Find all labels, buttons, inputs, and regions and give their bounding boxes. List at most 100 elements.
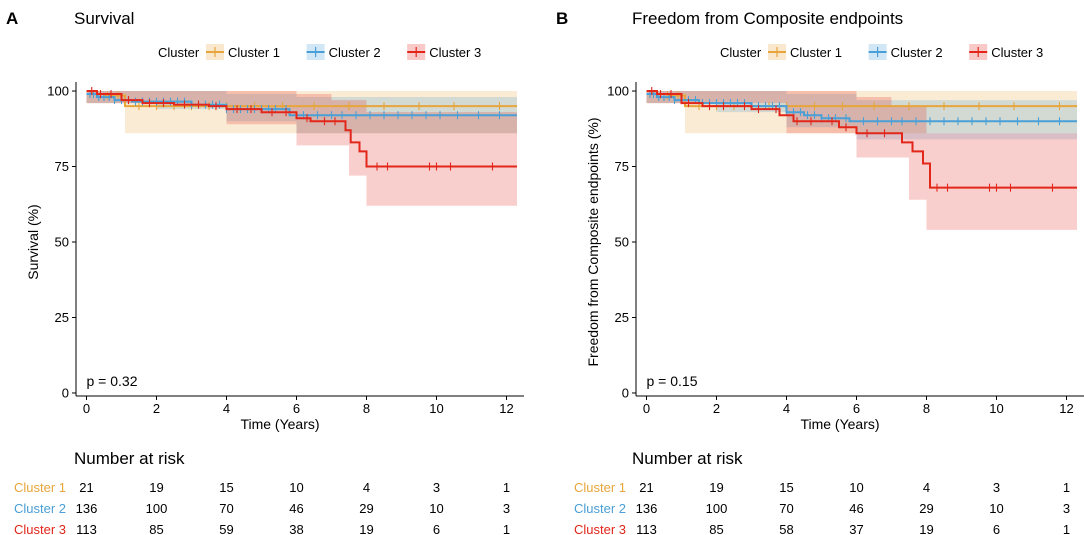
ci-band-cluster-1: [86, 91, 517, 134]
x-tick-label: 4: [783, 401, 790, 416]
risk-count: 70: [779, 501, 793, 516]
x-tick-label: 6: [853, 401, 860, 416]
x-tick-label: 12: [1059, 401, 1073, 416]
risk-table: Number at risk Cluster 1 21 19 15 10 4 3 1 Cluste…: [14, 449, 510, 535]
legend-title: Cluster: [720, 45, 762, 60]
risk-row-label: Cluster 1: [14, 480, 66, 495]
risk-count: 1: [1063, 480, 1070, 495]
ci-band-cluster-2: [86, 91, 517, 134]
risk-row-label: Cluster 1: [574, 480, 626, 495]
risk-count: 58: [779, 522, 793, 535]
panel-b: B Freedom from Composite endpoints Cluster…: [556, 9, 1084, 535]
p-value: p = 0.32: [87, 373, 138, 389]
risk-table: Number at risk Cluster 1 21 19 15 10 4 3 1 Cluste…: [574, 449, 1070, 535]
risk-row-label: Cluster 3: [14, 522, 66, 535]
x-tick-label: 8: [363, 401, 370, 416]
risk-count: 15: [219, 480, 233, 495]
legend-entry-cluster-1: Cluster 1: [206, 44, 280, 60]
risk-count: 21: [79, 480, 93, 495]
risk-count: 10: [849, 480, 863, 495]
risk-count: 38: [289, 522, 303, 535]
legend-entry-cluster-3: Cluster 3: [969, 44, 1043, 60]
x-axis-label: Time (Years): [800, 416, 879, 432]
risk-count: 46: [289, 501, 303, 516]
legend-label: Cluster 2: [891, 45, 943, 60]
legend-label: Cluster 1: [228, 45, 280, 60]
panel-letter: A: [6, 9, 18, 28]
risk-count: 4: [363, 480, 370, 495]
risk-count: 29: [359, 501, 373, 516]
risk-count: 15: [779, 480, 793, 495]
y-tick-label: 25: [55, 310, 69, 325]
x-tick-label: 8: [923, 401, 930, 416]
km-curve-cluster-2: [86, 93, 517, 117]
axes: 0 2 4 6 8 10 12 0 25 50 75 100 Time (Years) Freedom f…: [585, 82, 1084, 432]
legend-entry-cluster-2: Cluster 2: [868, 44, 943, 60]
risk-count: 85: [149, 522, 163, 535]
x-tick-label: 12: [499, 401, 513, 416]
risk-row-label: Cluster 2: [574, 501, 626, 516]
risk-count: 29: [919, 501, 933, 516]
risk-count: 1: [503, 480, 510, 495]
risk-count: 6: [433, 522, 440, 535]
legend-title: Cluster: [158, 45, 200, 60]
y-tick-label: 0: [62, 385, 69, 400]
risk-count: 19: [149, 480, 163, 495]
censor-marks-cluster-3: [91, 87, 494, 171]
y-tick-label: 75: [55, 159, 69, 174]
risk-count: 3: [993, 480, 1000, 495]
risk-count: 46: [849, 501, 863, 516]
risk-count: 85: [709, 522, 723, 535]
y-axis-label: Survival (%): [25, 204, 41, 279]
risk-count: 4: [923, 480, 930, 495]
risk-count: 1: [503, 522, 510, 535]
risk-count: 70: [219, 501, 233, 516]
y-axis-label: Freedom from Composite endpoints (%): [585, 118, 601, 367]
x-tick-label: 6: [293, 401, 300, 416]
chart-title: Freedom from Composite endpoints: [632, 9, 903, 28]
risk-count: 59: [219, 522, 233, 535]
risk-count: 10: [289, 480, 303, 495]
km-curve-cluster-2: [646, 93, 1077, 123]
risk-table-title: Number at risk: [74, 449, 185, 468]
risk-count: 100: [706, 501, 728, 516]
y-tick-label: 25: [615, 310, 629, 325]
p-value: p = 0.15: [647, 373, 698, 389]
legend-entry-cluster-2: Cluster 2: [306, 44, 381, 60]
risk-count: 10: [989, 501, 1003, 516]
x-tick-label: 2: [713, 401, 720, 416]
risk-count: 19: [709, 480, 723, 495]
km-curve-cluster-3: [86, 90, 517, 168]
chart-title: Survival: [74, 9, 134, 28]
risk-count: 1: [1063, 522, 1070, 535]
y-tick-label: 75: [615, 159, 629, 174]
x-tick-label: 0: [643, 401, 650, 416]
ci-band-cluster-1: [646, 91, 1077, 134]
risk-count: 3: [433, 480, 440, 495]
risk-count: 136: [76, 501, 98, 516]
axes: 0 2 4 6 8 10 12 0 25 50 75 100 Time (Years) Survival …: [25, 82, 524, 432]
risk-count: 37: [849, 522, 863, 535]
legend-entry-cluster-3: Cluster 3: [407, 44, 481, 60]
y-tick-label: 50: [615, 235, 629, 250]
x-tick-label: 10: [989, 401, 1003, 416]
y-tick-label: 100: [607, 84, 629, 99]
ci-band-cluster-2: [646, 91, 1077, 140]
panel-a: A Survival Cluster Cluster 1 Cluster 2 Cluste…: [6, 9, 524, 535]
risk-count: 19: [919, 522, 933, 535]
risk-row-label: Cluster 2: [14, 501, 66, 516]
x-tick-label: 2: [153, 401, 160, 416]
x-axis-label: Time (Years): [240, 416, 319, 432]
risk-count: 6: [993, 522, 1000, 535]
x-tick-label: 10: [429, 401, 443, 416]
risk-count: 100: [146, 501, 168, 516]
risk-count: 10: [429, 501, 443, 516]
legend-label: Cluster 3: [991, 45, 1043, 60]
risk-table-title: Number at risk: [632, 449, 743, 468]
risk-count: 19: [359, 522, 373, 535]
legend-entry-cluster-1: Cluster 1: [768, 44, 842, 60]
x-tick-label: 4: [223, 401, 230, 416]
censor-marks-cluster-3: [651, 87, 1054, 192]
risk-count: 3: [503, 501, 510, 516]
